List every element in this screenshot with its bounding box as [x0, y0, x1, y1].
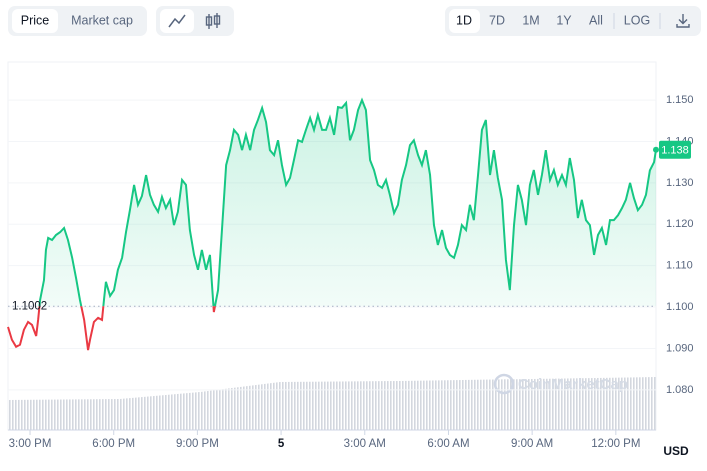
price-line-up: [38, 97, 657, 307]
y-tick-label: 1.110: [666, 260, 693, 272]
reference-label: 1.1002: [12, 300, 47, 312]
x-tick-label: 3:00 PM: [9, 438, 52, 450]
tab-active[interactable]: [12, 9, 58, 33]
x-tick-label: 12:00 PM: [591, 438, 640, 450]
range-button[interactable]: 7D: [489, 13, 505, 27]
log-button[interactable]: LOG: [624, 13, 650, 27]
x-tick-label: 6:00 PM: [92, 438, 135, 450]
watermark-text: CoinMarketCap: [518, 376, 628, 393]
y-tick-label: 1.080: [666, 384, 694, 396]
line-icon: [168, 14, 186, 28]
y-tick-label: 1.120: [666, 218, 694, 230]
download-icon[interactable]: [676, 14, 690, 28]
tab[interactable]: Price: [21, 13, 50, 27]
watermark: CoinMarketCap: [493, 373, 628, 395]
x-tick-label: 5: [278, 438, 285, 450]
x-tick-label: 3:00 AM: [344, 438, 386, 450]
range-button[interactable]: All: [589, 13, 603, 27]
tab[interactable]: Market cap: [71, 13, 133, 27]
range-button[interactable]: 1D: [456, 13, 472, 27]
currency-label: USD: [663, 444, 689, 458]
range-button[interactable]: 1M: [522, 13, 539, 27]
y-tick-label: 1.090: [666, 342, 694, 354]
x-tick-label: 6:00 AM: [427, 438, 469, 450]
range-group: [445, 6, 701, 36]
price-area: [8, 100, 656, 307]
y-tick-label: 1.150: [666, 94, 694, 106]
x-tick-label: 9:00 PM: [176, 438, 219, 450]
y-tick-label: 1.130: [666, 177, 694, 189]
last-point: [653, 146, 659, 153]
candle-icon[interactable]: [205, 13, 221, 29]
range-button[interactable]: 1Y: [556, 13, 572, 27]
x-tick-label: 9:00 AM: [511, 438, 553, 450]
y-tick-label: 1.100: [666, 301, 694, 313]
range-active[interactable]: [449, 9, 480, 33]
price-tag-label: 1.138: [661, 145, 689, 157]
price-tag: [659, 140, 691, 159]
